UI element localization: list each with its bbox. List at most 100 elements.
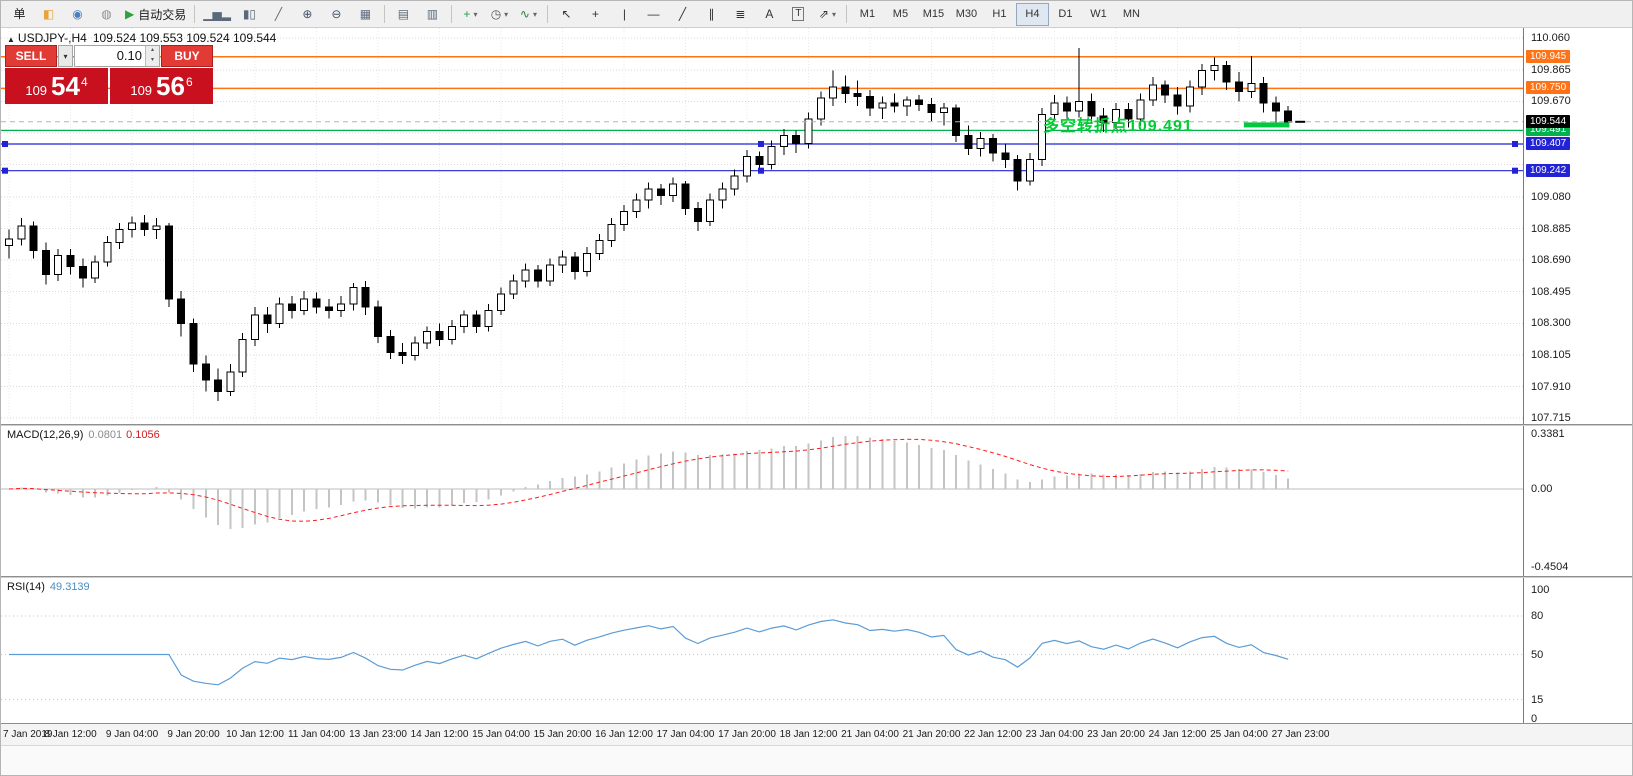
timeframe-m30[interactable]: M30	[955, 8, 978, 20]
volume-spinner[interactable]: ▴ ▾	[145, 46, 159, 66]
timeframe-h1[interactable]: H1	[992, 8, 1007, 20]
time-scale[interactable]: 7 Jan 2019 8 Jan 12:00 9 Jan 04:00 9 Jan 20…	[1, 723, 1632, 745]
bar-chart-button-glyph: ▁▅▂	[203, 7, 231, 21]
buy-price-display[interactable]: 109 566	[110, 68, 213, 104]
timeframe-m5[interactable]: M5	[892, 8, 909, 20]
zoom-in-button-glyph: ⊕	[302, 7, 313, 21]
terminal-icon[interactable]: ◍	[92, 3, 121, 26]
main-chart-canvas[interactable]	[1, 28, 1523, 424]
autotrading-button[interactable]: ▶ 自动交易	[121, 3, 190, 26]
text-button[interactable]: A	[755, 3, 784, 26]
trendline-button[interactable]: ╱	[668, 3, 697, 26]
main-chart-panel[interactable]: ▲ USDJPY-,H4 109.524 109.553 109.524 109.5…	[1, 28, 1523, 424]
navigator-icon[interactable]: ◉	[63, 3, 92, 26]
horizontal-line-button[interactable]: —	[639, 3, 668, 26]
zoom-out-button[interactable]: ⊖	[322, 3, 351, 26]
tile-windows-button[interactable]: ▦	[351, 3, 380, 26]
buy-price-big: 56	[156, 71, 185, 101]
toolbar-separator	[383, 5, 385, 23]
new-order-button[interactable]: 单	[5, 3, 34, 26]
candlestick-chart-button[interactable]: ▮▯	[235, 3, 264, 26]
horizontal-line-button-glyph: —	[647, 7, 660, 21]
rsi-axis-label: 50	[1531, 648, 1544, 661]
bar-chart-button[interactable]: ▁▅▂	[199, 3, 235, 26]
price-grid-label: 108.885	[1531, 222, 1571, 235]
pivot-annotation: 多空转折点109.491	[1043, 118, 1193, 135]
market-watch-icon[interactable]: ◧	[34, 3, 63, 26]
timeframe-m1[interactable]: M1	[859, 8, 876, 20]
rsi-scale[interactable]: 100 80 50 15 0	[1524, 578, 1632, 725]
sell-button[interactable]: SELL	[5, 45, 57, 67]
indicators-button[interactable]: ∿ ▾	[514, 3, 543, 26]
arrange-windows-button-glyph: ▥	[426, 7, 439, 21]
fibonacci-button-glyph: ≣	[735, 7, 746, 21]
macd-panel[interactable]: MACD(12,26,9) 0.0801 0.1056	[1, 426, 1523, 576]
price-grid-label: 107.910	[1531, 380, 1571, 393]
fibonacci-button[interactable]: ≣	[726, 3, 755, 26]
time-label: 10 Jan 12:00	[226, 729, 284, 740]
chart-title: ▲ USDJPY-,H4 109.524 109.553 109.524 109.5…	[7, 31, 276, 45]
zoom-in-button[interactable]: ⊕	[293, 3, 322, 26]
new-chart-button-caret: ▾	[473, 9, 478, 19]
arrange-windows-button[interactable]: ▥	[418, 3, 447, 26]
cursor-button[interactable]: ↖	[552, 3, 581, 26]
macd-canvas[interactable]	[1, 426, 1523, 576]
spinner-up-icon[interactable]: ▴	[146, 46, 159, 56]
panel-separator[interactable]	[1, 576, 1632, 578]
rsi-axis-label: 0	[1531, 713, 1538, 725]
green-marker-segment[interactable]	[1243, 122, 1290, 128]
time-label: 18 Jan 12:00	[779, 729, 838, 740]
text-button-glyph: A	[765, 7, 774, 21]
text-label-button[interactable]: T	[784, 3, 813, 26]
time-label: 23 Jan 20:00	[1087, 729, 1145, 740]
crosshair-button[interactable]: +	[581, 3, 610, 26]
time-label: 24 Jan 12:00	[1148, 729, 1207, 740]
sell-price-big: 54	[51, 71, 80, 101]
toolbar-separator	[194, 5, 196, 23]
rsi-axis-label: 80	[1531, 609, 1544, 622]
cascade-windows-button[interactable]: ▤	[389, 3, 418, 26]
timeframe-w1[interactable]: W1	[1090, 8, 1107, 20]
rsi-label: RSI(14) 49.3139	[7, 581, 90, 593]
price-grid-label: 108.105	[1531, 348, 1571, 361]
macd-scale[interactable]: 0.3381 0.00 -0.4504	[1524, 426, 1632, 576]
line-handles-layer[interactable]	[2, 141, 1518, 174]
spinner-down-icon[interactable]: ▾	[146, 56, 159, 66]
price-grid-label: 109.670	[1531, 95, 1571, 108]
buy-button[interactable]: BUY	[161, 45, 213, 67]
price-tag-109.750: 109.750	[1526, 81, 1571, 95]
cursor-button-glyph: ↖	[561, 7, 572, 21]
current-price-tag: 109.544	[1526, 114, 1571, 128]
price-grid-label: 108.300	[1531, 317, 1571, 330]
price-grid-label: 109.865	[1531, 63, 1571, 76]
timeframe-h4[interactable]: H4	[1015, 2, 1049, 26]
line-chart-button-glyph: ╱	[274, 7, 283, 21]
periods-button-glyph: ◷	[490, 7, 502, 21]
price-scale[interactable]: 110.060 109.865 109.670 109.080 108.885 108.6…	[1523, 28, 1632, 725]
new-chart-button[interactable]: + ▾	[456, 3, 485, 26]
timeframe-m15[interactable]: M15	[922, 8, 945, 20]
toolbar-separator	[845, 5, 847, 23]
periods-button[interactable]: ◷ ▾	[485, 3, 514, 26]
symbol-period-label: USDJPY-,H4	[17, 31, 87, 45]
timeframe-d1[interactable]: D1	[1058, 8, 1073, 20]
trade-options-caret[interactable]: ▾	[58, 45, 73, 67]
line-chart-button[interactable]: ╱	[264, 3, 293, 26]
rsi-value: 49.3139	[49, 581, 90, 593]
volume-input[interactable]: 0.10 ▴ ▾	[74, 45, 160, 67]
vertical-line-button[interactable]: |	[610, 3, 639, 26]
macd-signal-value: 0.1056	[126, 429, 160, 441]
tile-windows-button-glyph: ▦	[359, 7, 372, 21]
indicators-button-caret: ▾	[532, 9, 537, 19]
channel-button[interactable]: ∥	[697, 3, 726, 26]
rsi-canvas[interactable]	[1, 578, 1523, 723]
panel-separator[interactable]	[1, 424, 1632, 426]
main-price-scale[interactable]: 110.060 109.865 109.670 109.080 108.885 108.6…	[1524, 28, 1632, 424]
bottom-strip	[1, 745, 1632, 775]
timeframe-mn[interactable]: MN	[1122, 8, 1140, 20]
sell-price-display[interactable]: 109 544	[5, 68, 108, 104]
arrows-button[interactable]: ⇗ ▾	[813, 3, 842, 26]
rsi-panel[interactable]: RSI(14) 49.3139	[1, 578, 1523, 723]
macd-axis-zero: 0.00	[1531, 483, 1553, 495]
